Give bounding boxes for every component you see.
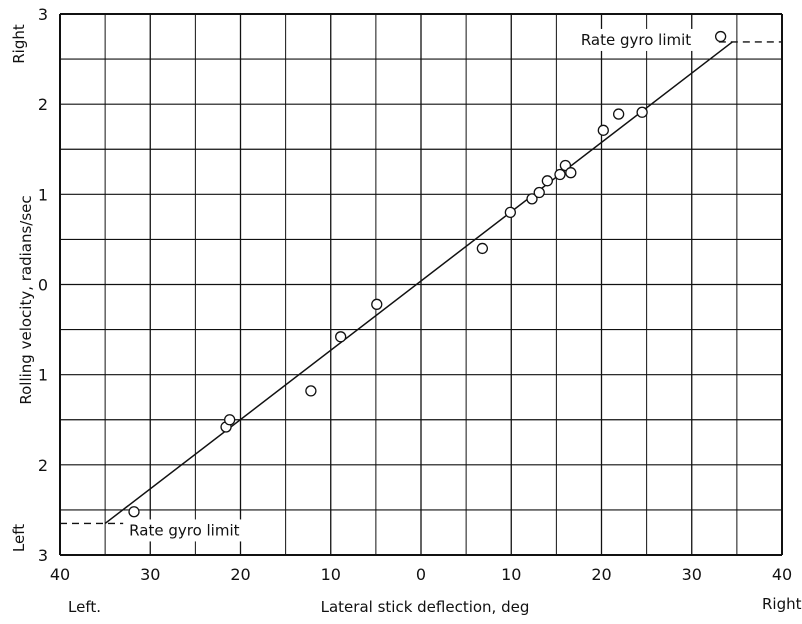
limit-lines: Rate gyro limit Rate gyro limit <box>60 28 782 542</box>
y-tick-label: 3 <box>38 5 48 24</box>
limit-label-backdrop <box>576 28 715 51</box>
y-tick-label: 2 <box>38 95 48 114</box>
x-tick-label: 10 <box>501 565 521 584</box>
rate-gyro-limit-label: Rate gyro limit <box>129 521 239 539</box>
x-side-label-left: Left. <box>68 598 101 616</box>
data-point <box>371 298 383 310</box>
y-tick-label: 1 <box>38 185 48 204</box>
x-tick-label: 10 <box>321 565 341 584</box>
y-side-label-bottom: Left <box>10 524 28 552</box>
x-tick-label: 40 <box>50 565 70 584</box>
y-tick-label: 2 <box>38 456 48 475</box>
data-point <box>504 206 516 219</box>
data-point <box>476 242 489 255</box>
data-point <box>612 108 625 120</box>
data-point <box>541 175 553 187</box>
data-point <box>305 385 317 397</box>
y-tick-label: 3 <box>38 546 48 565</box>
data-point <box>224 414 236 426</box>
data-point <box>597 124 609 136</box>
x-tick-label: 20 <box>230 565 250 584</box>
data-point <box>335 331 347 343</box>
y-tick-labels: 3 2 1 0 1 2 3 <box>38 5 48 565</box>
x-tick-labels: 40 30 20 10 0 10 20 30 40 <box>50 565 792 584</box>
x-side-label-right: Right <box>762 595 802 613</box>
rate-gyro-limit-label: Rate gyro limit <box>581 31 691 49</box>
x-tick-label: 30 <box>682 565 702 584</box>
y-tick-label: 0 <box>38 276 48 295</box>
x-tick-label: 0 <box>416 565 426 584</box>
x-tick-label: 20 <box>591 565 611 584</box>
fit-line-group <box>104 41 733 525</box>
y-side-label-top: Right <box>10 24 28 64</box>
limit-label-backdrop <box>125 519 264 542</box>
y-axis-title: Rolling velocity, radians/sec <box>17 195 35 404</box>
x-tick-label: 30 <box>140 565 160 584</box>
data-point <box>565 167 577 179</box>
data-point <box>533 186 545 199</box>
data-points <box>128 30 727 518</box>
data-point <box>128 506 140 518</box>
y-tick-label: 1 <box>38 366 48 385</box>
data-point <box>636 106 648 118</box>
data-point <box>554 168 566 181</box>
data-point <box>714 30 727 43</box>
data-point <box>526 193 538 205</box>
x-axis-title: Lateral stick deflection, deg <box>321 598 530 616</box>
grid <box>59 13 783 556</box>
x-tick-label: 40 <box>772 565 792 584</box>
fit-line <box>104 41 733 525</box>
